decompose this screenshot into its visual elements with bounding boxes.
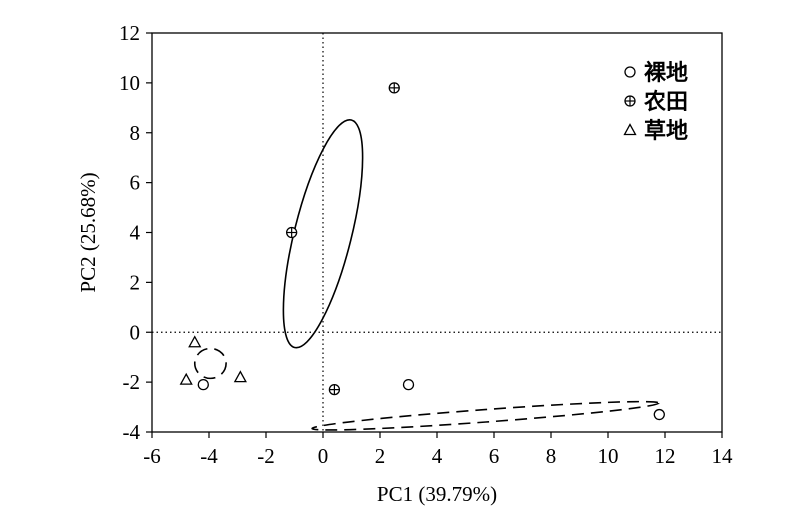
x-tick-label: 6 <box>489 444 500 468</box>
data-point-series-1 <box>197 378 209 391</box>
legend-label-2: 农田 <box>643 89 688 115</box>
x-tick-label: 10 <box>598 444 619 468</box>
data-point-series-1 <box>402 378 415 391</box>
x-tick-label: 4 <box>432 444 443 468</box>
x-tick-label: 0 <box>318 444 329 468</box>
legend-marker-2 <box>624 95 636 107</box>
data-point-series-3 <box>179 372 193 385</box>
x-tick-label: -6 <box>143 444 161 468</box>
x-tick-label: 8 <box>546 444 557 468</box>
plot-frame <box>151 32 723 433</box>
legend-label-3: 草地 <box>644 118 688 144</box>
confidence-ellipse-1 <box>311 400 660 431</box>
x-tick-label: 12 <box>655 444 676 468</box>
legend-marker-1 <box>624 66 636 78</box>
data-point-series-2 <box>328 383 341 396</box>
x-axis-title: PC1 (39.79%) <box>377 482 497 506</box>
y-tick-label: 0 <box>130 320 141 344</box>
data-point-series-2 <box>388 82 400 94</box>
confidence-ellipse-2 <box>282 119 364 349</box>
x-tick-label: 14 <box>712 444 734 468</box>
x-tick-label: 2 <box>375 444 386 468</box>
x-tick-label: -4 <box>200 444 218 468</box>
y-tick-label: 8 <box>130 121 141 145</box>
y-tick-label: 4 <box>130 221 141 245</box>
y-tick-label: 10 <box>119 71 140 95</box>
data-point-series-3 <box>188 335 202 348</box>
data-point-series-1 <box>653 408 665 421</box>
x-tick-label: -2 <box>257 444 275 468</box>
confidence-ellipse-3 <box>193 347 227 380</box>
data-point-series-2 <box>285 226 298 239</box>
legend-label-1: 裸地 <box>644 60 688 86</box>
y-tick-label: 6 <box>130 171 141 195</box>
y-tick-label: -2 <box>123 370 141 394</box>
data-point-series-3 <box>233 370 247 383</box>
y-tick-label: 12 <box>119 21 140 45</box>
legend-marker-3 <box>623 123 637 136</box>
y-tick-label: 2 <box>130 270 141 294</box>
y-tick-label: -4 <box>123 420 141 444</box>
y-axis-title: PC2 (25.68%) <box>76 172 100 292</box>
